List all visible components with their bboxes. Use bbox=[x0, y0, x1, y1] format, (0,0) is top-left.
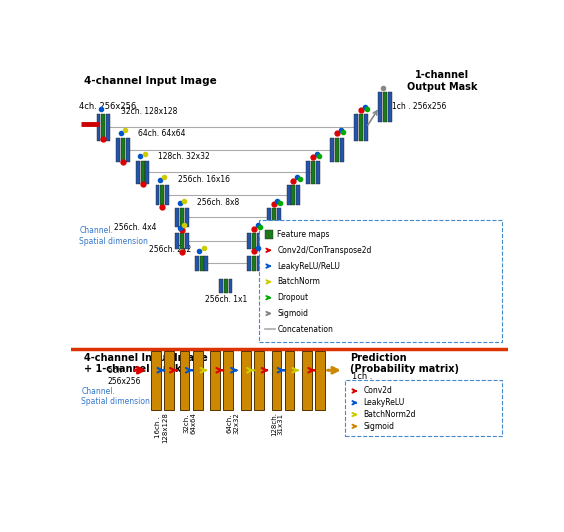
Bar bbox=[102, 114, 105, 140]
Text: Concatenation: Concatenation bbox=[277, 325, 333, 334]
Text: BatchNorm: BatchNorm bbox=[277, 277, 320, 286]
Text: 5ch .
256x256: 5ch . 256x256 bbox=[108, 367, 141, 386]
Text: BatchNorm2d: BatchNorm2d bbox=[363, 410, 416, 419]
Bar bbox=[116, 138, 120, 162]
Text: 4-channel Input Image: 4-channel Input Image bbox=[83, 76, 217, 86]
Bar bbox=[136, 161, 140, 184]
Bar bbox=[340, 138, 344, 162]
Text: LeakyReLU: LeakyReLU bbox=[363, 398, 404, 408]
Bar bbox=[96, 114, 100, 140]
Bar bbox=[185, 232, 189, 249]
Bar bbox=[302, 351, 312, 410]
Text: 256ch. 16x16: 256ch. 16x16 bbox=[178, 175, 230, 184]
Bar bbox=[257, 232, 261, 249]
Bar bbox=[316, 161, 320, 184]
Bar bbox=[272, 351, 281, 410]
Bar bbox=[311, 161, 315, 184]
Bar bbox=[223, 351, 233, 410]
Bar bbox=[200, 255, 204, 271]
Text: 16ch .
128x128: 16ch . 128x128 bbox=[155, 412, 168, 443]
Bar bbox=[265, 230, 273, 239]
Bar bbox=[146, 161, 149, 184]
Text: 64ch.
32x32: 64ch. 32x32 bbox=[226, 412, 239, 434]
Bar bbox=[285, 351, 294, 410]
Bar bbox=[272, 208, 276, 227]
Bar bbox=[384, 92, 387, 122]
Bar bbox=[185, 208, 189, 227]
Bar bbox=[359, 114, 363, 140]
Text: Sigmoid: Sigmoid bbox=[277, 309, 309, 318]
Bar bbox=[257, 255, 261, 271]
Bar bbox=[252, 255, 256, 271]
FancyBboxPatch shape bbox=[345, 380, 503, 436]
Bar bbox=[219, 279, 223, 293]
Text: 128ch. 32x32: 128ch. 32x32 bbox=[158, 152, 210, 161]
Text: 1ch . 256x256: 1ch . 256x256 bbox=[392, 102, 446, 111]
Bar bbox=[205, 255, 209, 271]
Bar bbox=[165, 185, 169, 205]
Bar bbox=[315, 351, 325, 410]
Bar bbox=[388, 92, 392, 122]
Text: Sigmoid: Sigmoid bbox=[363, 422, 394, 431]
Bar bbox=[126, 138, 130, 162]
Text: 256ch. 8x8: 256ch. 8x8 bbox=[197, 198, 240, 207]
Bar bbox=[224, 279, 228, 293]
Bar bbox=[254, 351, 264, 410]
Text: 1-channel
Output Mask: 1-channel Output Mask bbox=[407, 70, 478, 92]
Text: 64ch. 64x64: 64ch. 64x64 bbox=[138, 129, 186, 138]
Bar bbox=[151, 351, 161, 410]
Bar bbox=[276, 208, 280, 227]
Bar bbox=[160, 185, 164, 205]
Text: Prediction
(Probability matrix): Prediction (Probability matrix) bbox=[350, 353, 459, 374]
Bar bbox=[193, 351, 202, 410]
Bar bbox=[378, 92, 382, 122]
Bar bbox=[247, 255, 251, 271]
Text: 32ch. 128x128: 32ch. 128x128 bbox=[121, 107, 177, 116]
Bar bbox=[287, 185, 290, 205]
Text: 32ch.
64x64: 32ch. 64x64 bbox=[183, 412, 196, 434]
Bar bbox=[296, 185, 300, 205]
Bar bbox=[252, 232, 256, 249]
Bar bbox=[267, 208, 271, 227]
Bar bbox=[247, 232, 251, 249]
FancyBboxPatch shape bbox=[259, 220, 503, 342]
Text: Channel.
Spatial dimension: Channel. Spatial dimension bbox=[81, 387, 150, 406]
Text: Conv2d: Conv2d bbox=[363, 386, 392, 395]
Bar bbox=[165, 351, 174, 410]
Bar bbox=[175, 232, 179, 249]
Text: 256ch. 2x2: 256ch. 2x2 bbox=[149, 245, 191, 254]
Bar bbox=[121, 138, 125, 162]
Bar bbox=[210, 351, 220, 410]
Text: Dropout: Dropout bbox=[277, 293, 309, 302]
Text: 4ch. 256x256: 4ch. 256x256 bbox=[79, 102, 136, 111]
Text: 4-channel Input Image
+ 1-channel Mask: 4-channel Input Image + 1-channel Mask bbox=[83, 353, 208, 374]
Bar bbox=[106, 114, 110, 140]
Bar bbox=[180, 232, 184, 249]
Text: Channel.
Spatial dimension: Channel. Spatial dimension bbox=[79, 226, 148, 246]
Bar bbox=[140, 161, 144, 184]
Text: Feature maps: Feature maps bbox=[277, 230, 330, 239]
Bar bbox=[180, 208, 184, 227]
Text: 256ch. 1x1: 256ch. 1x1 bbox=[205, 295, 248, 304]
Text: 256ch. 4x4: 256ch. 4x4 bbox=[114, 223, 157, 232]
Bar bbox=[354, 114, 358, 140]
Bar bbox=[335, 138, 339, 162]
Bar bbox=[241, 351, 250, 410]
Bar bbox=[180, 351, 190, 410]
Bar bbox=[228, 279, 232, 293]
Bar bbox=[195, 255, 199, 271]
Bar bbox=[292, 185, 296, 205]
Bar bbox=[156, 185, 160, 205]
Text: Conv2d/ConTranspose2d: Conv2d/ConTranspose2d bbox=[277, 246, 372, 255]
Text: LeakyReLU/ReLU: LeakyReLU/ReLU bbox=[277, 262, 340, 271]
Bar bbox=[306, 161, 310, 184]
Text: 1ch .
30x30: 1ch . 30x30 bbox=[352, 372, 378, 392]
Bar bbox=[331, 138, 334, 162]
Bar bbox=[364, 114, 368, 140]
Text: 128ch.
31x31: 128ch. 31x31 bbox=[271, 412, 284, 436]
Bar bbox=[175, 208, 179, 227]
